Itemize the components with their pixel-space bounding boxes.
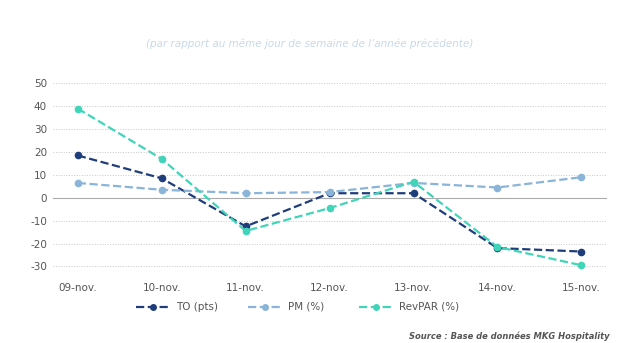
Text: VARIATION DES PERFORMANCES QUOTIDIENNES À PARIS - DU 9/11 AU 15/11 2015: VARIATION DES PERFORMANCES QUOTIDIENNES … bbox=[5, 12, 614, 25]
Text: (par rapport au même jour de semaine de l’année précédente): (par rapport au même jour de semaine de … bbox=[146, 39, 473, 49]
Text: Source : Base de données MKG Hospitality: Source : Base de données MKG Hospitality bbox=[409, 332, 610, 341]
Text: RevPAR (%): RevPAR (%) bbox=[399, 302, 459, 312]
Text: PM (%): PM (%) bbox=[288, 302, 324, 312]
Text: TO (pts): TO (pts) bbox=[176, 302, 219, 312]
